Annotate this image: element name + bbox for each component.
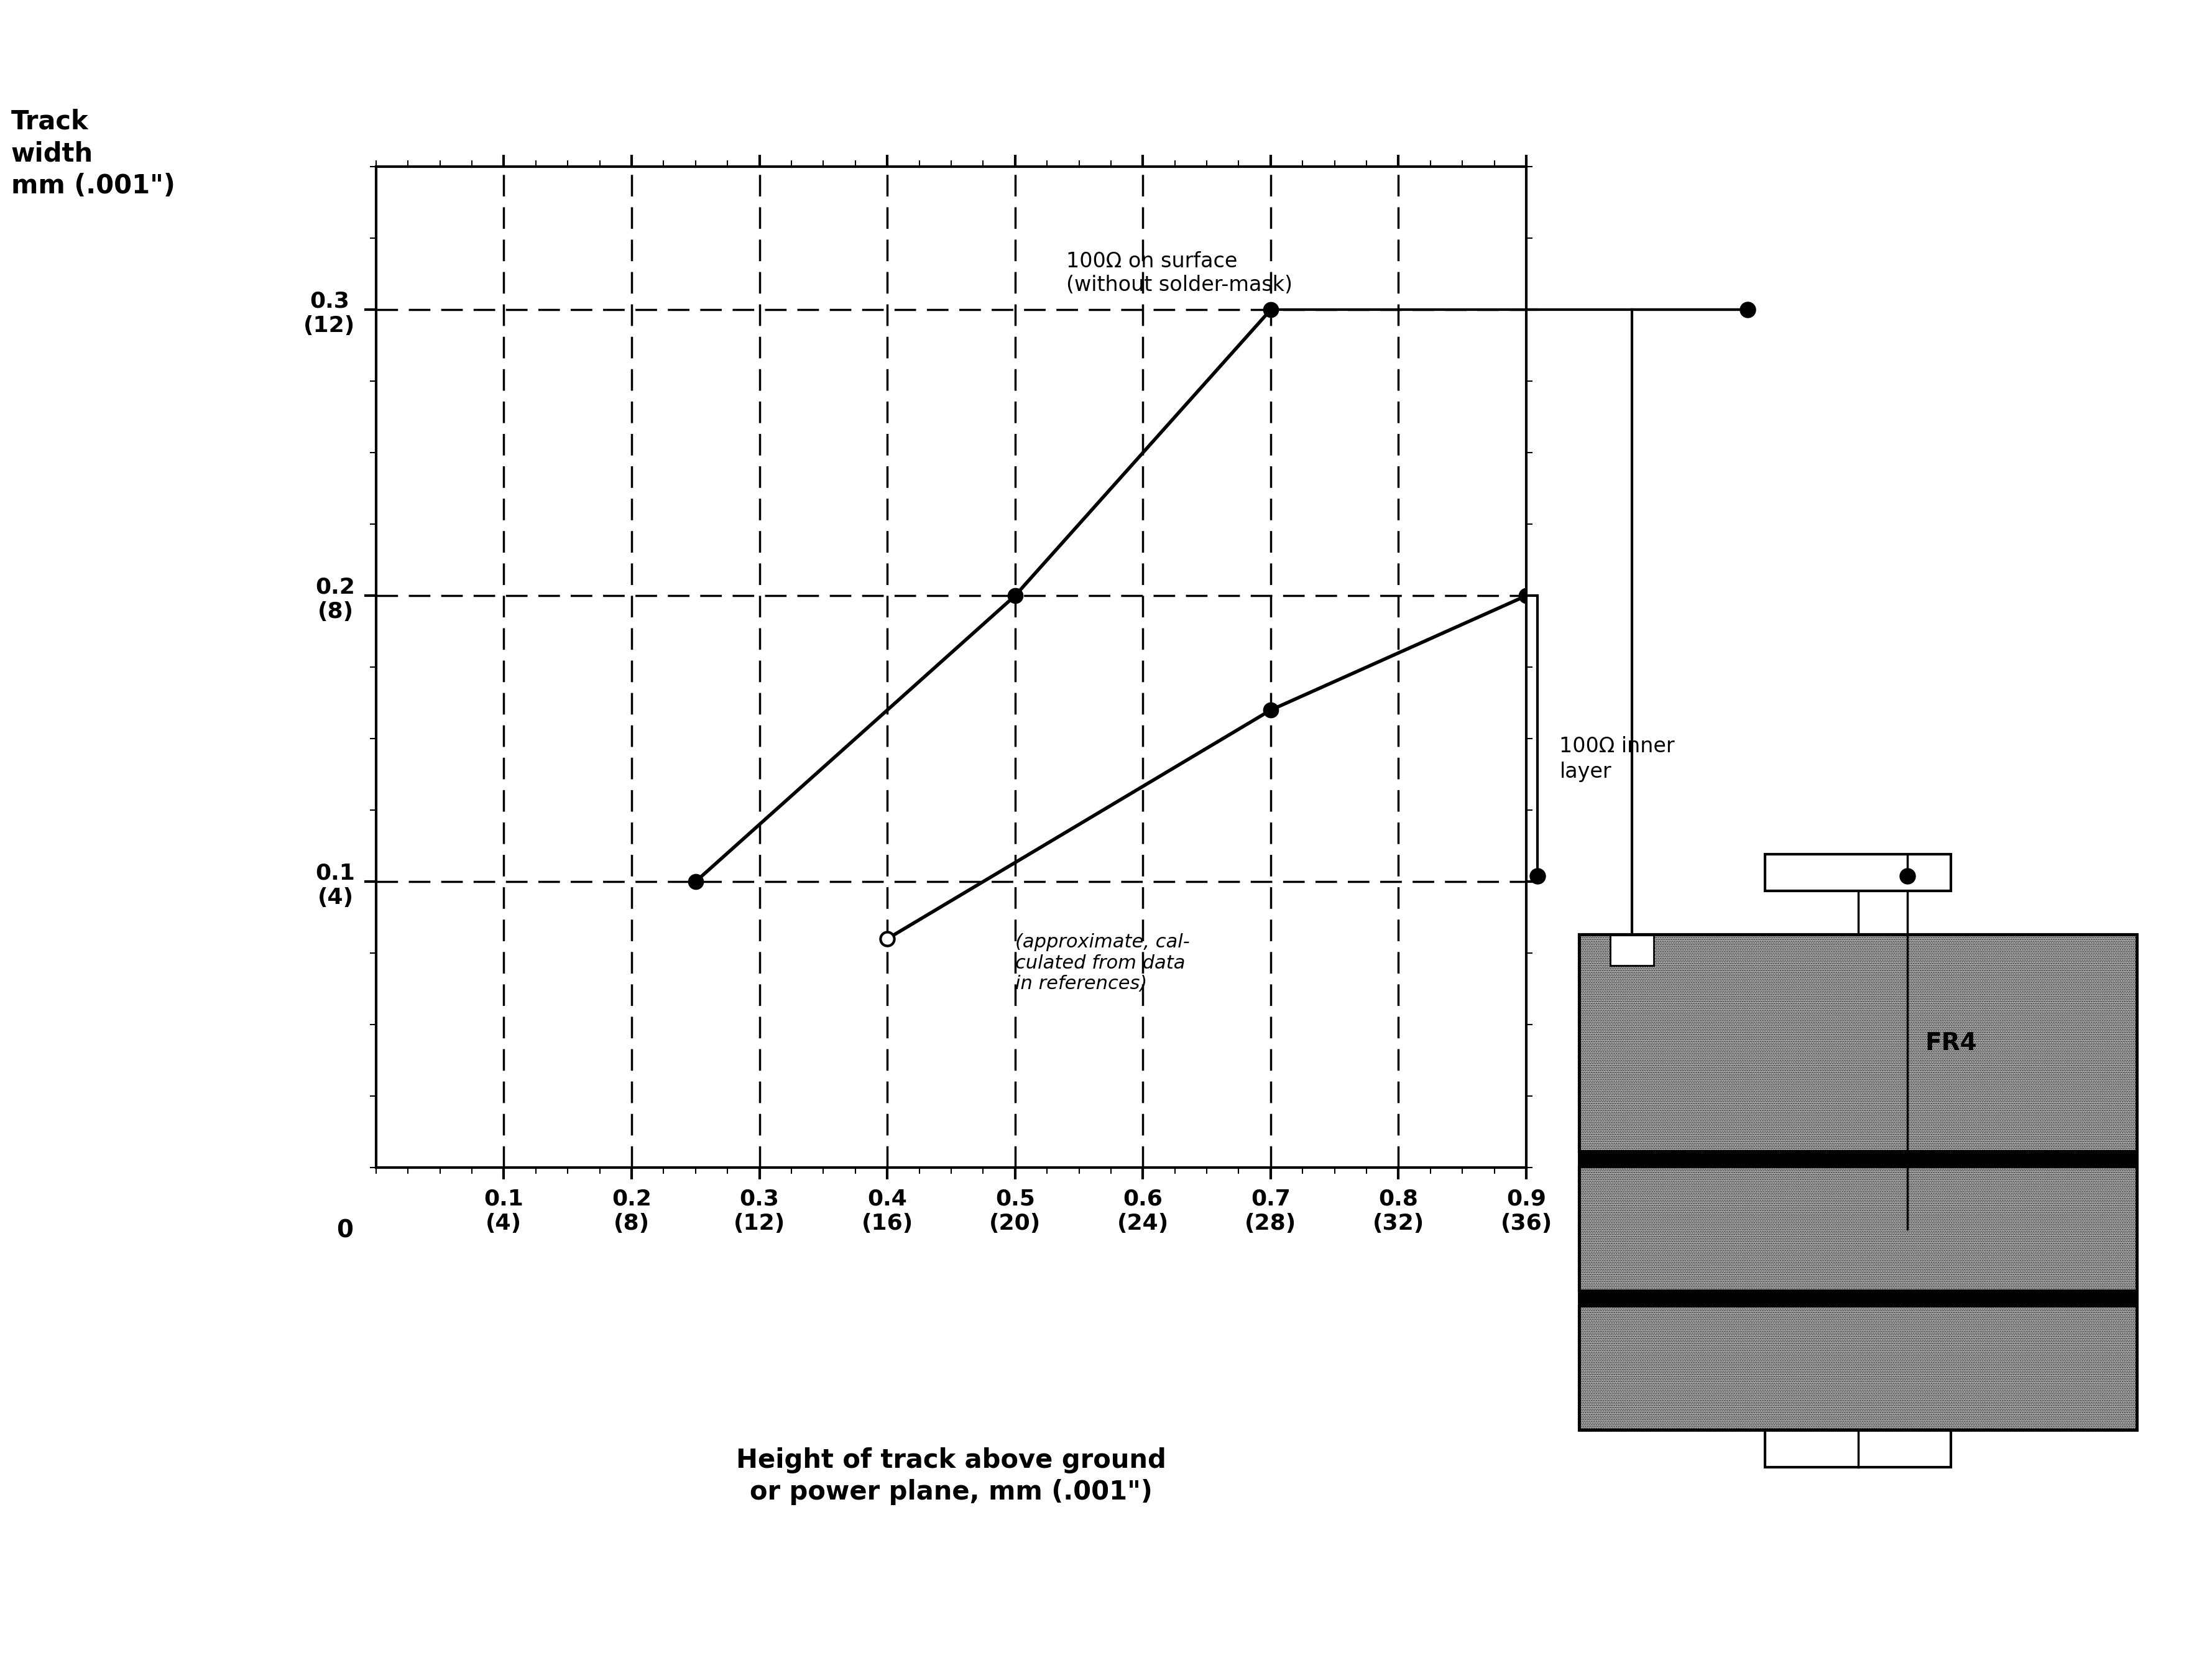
Text: Height of track above ground
or power plane, mm (.001"): Height of track above ground or power pl… [737,1448,1166,1505]
Text: (approximate, cal-
culated from data
in references): (approximate, cal- culated from data in … [1015,932,1190,992]
Bar [1579,1291,2137,1306]
Bar [1610,934,1655,966]
Text: FR4: FR4 [1924,1031,1978,1054]
Bar [1579,1151,2137,1168]
Text: Track
width
mm (.001"): Track width mm (.001") [11,108,175,198]
Bar [1579,1306,2137,1429]
Text: 0: 0 [336,1219,354,1243]
Bar [1765,854,1951,891]
Bar [1579,934,2137,1429]
Bar [1579,934,2137,1151]
Text: 100Ω on surface
(without solder-mask): 100Ω on surface (without solder-mask) [1066,252,1292,295]
Bar [1579,1168,2137,1291]
Bar [1765,1429,1951,1468]
Text: 100Ω inner
layer: 100Ω inner layer [1559,736,1674,782]
